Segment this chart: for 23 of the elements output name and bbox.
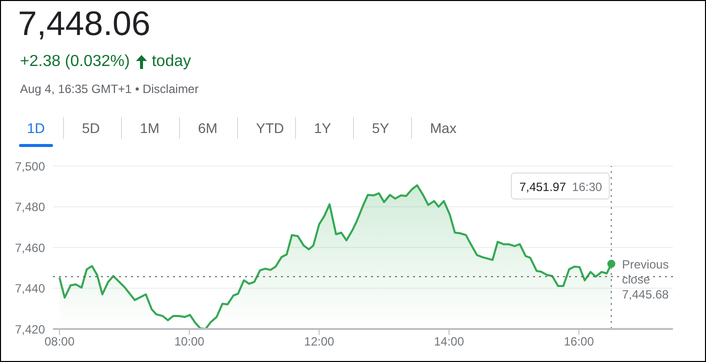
text: Aug 4, 16:35 GMT+1 • Disclaimer xyxy=(20,82,199,96)
text: +2.38 (0.032%) today xyxy=(20,53,191,70)
text: 6M xyxy=(179,117,237,139)
ref-line-label: Previous close 7,445.68 xyxy=(622,258,670,302)
y-tick-label: 7,460 xyxy=(14,240,46,255)
text: 5Y xyxy=(353,117,411,139)
text: 1M xyxy=(121,117,179,139)
text: Max xyxy=(411,117,469,139)
y-tick-label: 7,420 xyxy=(14,322,46,336)
x-tick-label: 16:00 xyxy=(564,334,594,349)
y-tick-label: 7,440 xyxy=(14,282,46,296)
x-tick-label: 08:00 xyxy=(44,334,75,349)
text: 5D xyxy=(63,117,121,139)
y-tick-label: 7,500 xyxy=(14,159,46,174)
x-tick-label: 10:00 xyxy=(174,334,205,349)
annotation: 7,451.97 16:30 xyxy=(519,180,602,194)
text: YTD xyxy=(237,117,295,139)
chart-title: 7,448.06 xyxy=(18,5,150,44)
x-tick-label: 14:00 xyxy=(434,334,464,349)
x-tick-label: 12:00 xyxy=(304,334,335,349)
text: 1D xyxy=(26,119,46,138)
y-tick-label: 7,480 xyxy=(14,200,46,214)
text: 1Y xyxy=(295,117,353,139)
